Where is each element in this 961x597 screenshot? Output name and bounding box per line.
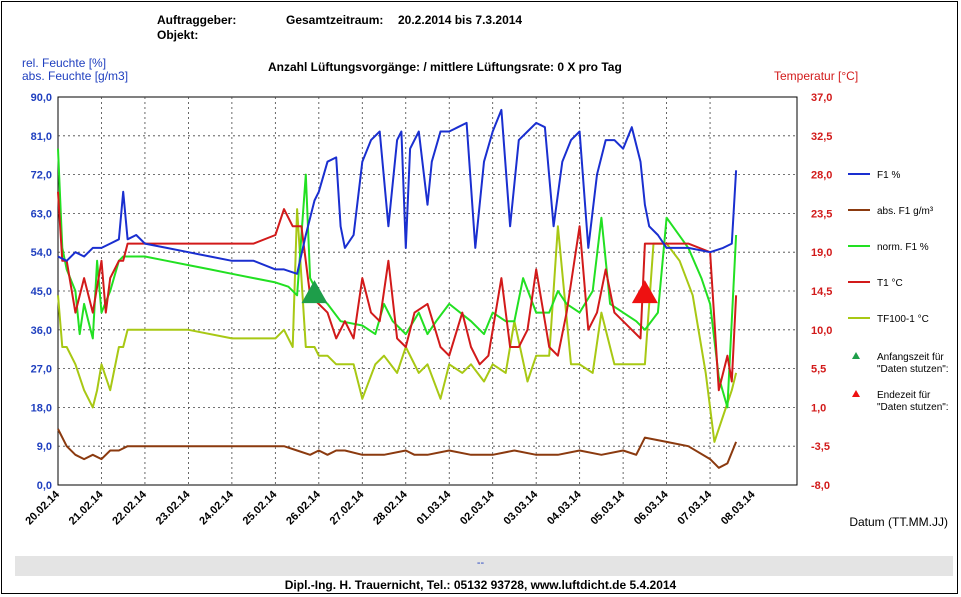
right-tick-label: 32,5 [811,131,832,143]
x-tick-label: 07.03.14 [675,488,714,527]
right-tick-label: 1,0 [811,402,826,414]
x-tick-label: 02.03.14 [458,488,497,527]
x-tick-label: 28.02.14 [371,488,410,527]
right-tick-label: 14,5 [811,286,832,298]
x-tick-label: 26.02.14 [284,488,323,527]
left-tick-label: 81,0 [31,131,52,143]
x-tick-label: 05.03.14 [588,488,627,527]
right-tick-label: 19,0 [811,247,832,259]
left-tick-label: 63,0 [31,208,52,220]
x-tick-label: 20.02.14 [23,488,62,527]
left-tick-label: 0,0 [37,480,52,492]
right-tick-label: -3,5 [811,441,830,453]
x-tick-label: 03.03.14 [502,488,541,527]
x-tick-label: 06.03.14 [632,488,671,527]
footer-bar [15,556,953,576]
legend-marker-start_marker [852,352,860,359]
legend-label: "Daten stutzen": [877,402,949,413]
left-tick-label: 18,0 [31,402,52,414]
legend-label: abs. F1 g/m³ [877,206,934,217]
legend-label: "Daten stutzen": [877,364,949,375]
left-tick-label: 36,0 [31,325,52,337]
left-tick-label: 72,0 [31,170,52,182]
legend-label: Anfangszeit für [877,352,944,363]
series-line-normF1 [57,148,738,409]
left-axis-label-rel: rel. Feuchte [%] [22,56,107,70]
x-tick-label: 08.03.14 [719,488,758,527]
object-label: Objekt: [157,28,199,42]
x-tick-label: 04.03.14 [545,488,584,527]
right-tick-label: 5,5 [811,364,826,376]
x-axis-label: Datum (TT.MM.JJ) [849,515,948,529]
client-label: Auftraggeber: [157,13,237,27]
footer-credit: Dipl.-Ing. H. Trauernicht, Tel.: 05132 9… [284,578,677,592]
left-tick-label: 54,0 [31,247,52,259]
marker-start_marker [301,280,328,304]
legend-marker-end_marker [852,390,860,397]
series-line-TF100 [57,208,738,443]
marker-end_marker [631,280,658,304]
legend-label: T1 °C [877,278,903,289]
right-axis-label: Temperatur [°C] [774,69,859,83]
series-line-absF1 [57,428,738,469]
x-tick-label: 22.02.14 [110,488,149,527]
legend-label: F1 % [877,170,900,181]
x-tick-label: 27.02.14 [328,488,367,527]
ventilation-summary: Anzahl Lüftungsvorgänge: / mittlere Lüft… [268,60,622,74]
left-tick-label: 45,0 [31,286,52,298]
left-tick-label: 90,0 [31,92,52,104]
legend-label: TF100-1 °C [877,314,929,325]
x-tick-label: 25.02.14 [241,488,280,527]
x-tick-label: 01.03.14 [415,488,454,527]
footer-dash: -- [476,557,485,569]
left-axis-label-abs: abs. Feuchte [g/m3] [22,69,129,83]
x-tick-label: 24.02.14 [197,488,236,527]
series-line-T1 [57,191,738,392]
left-tick-label: 9,0 [37,441,52,453]
right-tick-label: 37,0 [811,92,832,104]
period-value: 20.2.2014 bis 7.3.2014 [398,13,523,27]
series-line-F1 [57,108,738,275]
x-tick-label: 23.02.14 [154,488,193,527]
period-label: Gesamtzeitraum: [286,13,384,27]
right-tick-label: -8,0 [811,480,830,492]
x-tick-label: 21.02.14 [67,488,106,527]
right-tick-label: 28,0 [811,170,832,182]
right-tick-label: 10,0 [811,325,832,337]
legend-label: norm. F1 % [877,242,929,253]
right-tick-label: 23,5 [811,208,832,220]
legend-label: Endezeit für [877,390,931,401]
left-tick-label: 27,0 [31,364,52,376]
